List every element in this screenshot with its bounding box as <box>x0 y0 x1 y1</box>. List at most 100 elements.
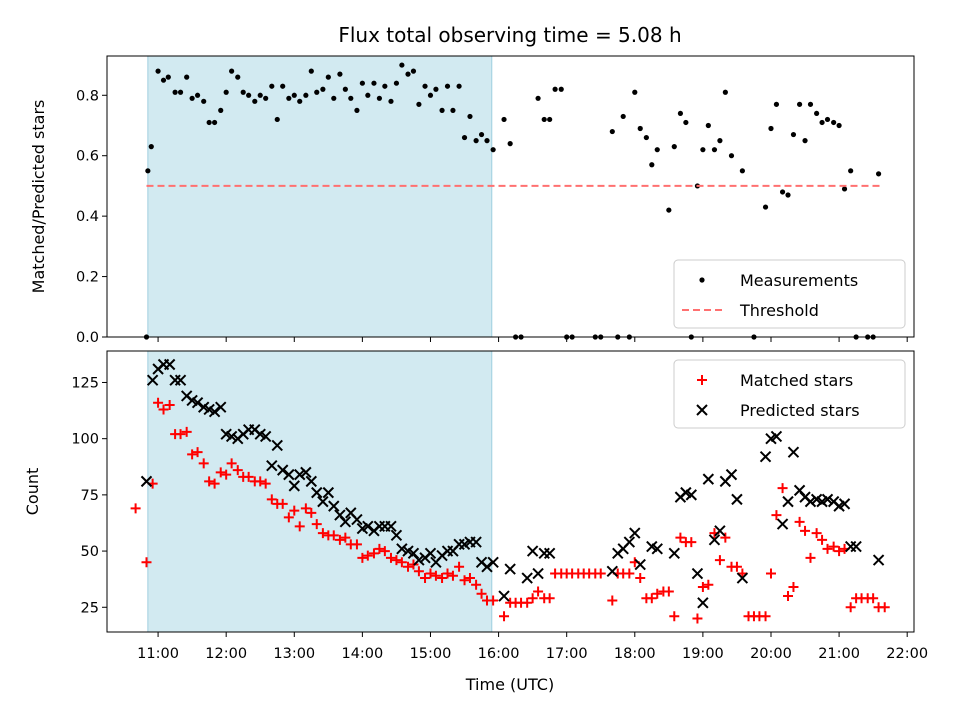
count-panel: 25 50 75 100 125 11:00 12:00 13:00 14:00 15:00 16… <box>23 350 928 662</box>
y-tick-label: 0.4 <box>76 209 99 225</box>
predicted-star-point <box>736 572 749 584</box>
matched-star-point <box>192 447 203 458</box>
measurement-point <box>490 147 496 153</box>
matched-star-point <box>374 543 385 554</box>
measurement-point <box>739 168 745 174</box>
predicted-star-point <box>305 475 318 488</box>
measurement-point <box>201 98 207 104</box>
matched-star-point <box>663 586 674 597</box>
matched-star-point <box>476 588 487 599</box>
matched-star-point <box>130 503 141 514</box>
predicted-star-point <box>668 547 680 560</box>
measurement-point <box>785 192 791 198</box>
measurement-point <box>547 116 553 123</box>
matched-star-point <box>607 595 618 606</box>
predicted-star-point <box>606 565 619 578</box>
predicted-star-point <box>759 450 772 463</box>
matched-star-point <box>420 573 431 584</box>
measurement-point <box>274 116 280 123</box>
predicted-star-point <box>191 396 204 409</box>
matched-star-point <box>357 552 368 563</box>
measurement-point <box>552 86 558 92</box>
measurement-point <box>160 77 167 83</box>
measurement-point <box>252 98 258 104</box>
matched-star-point <box>697 582 708 593</box>
x-tick-label: 19:00 <box>682 646 724 662</box>
matched-star-point <box>255 476 266 487</box>
measurement-point <box>399 62 405 68</box>
legend-label: Predicted stars <box>740 401 860 420</box>
matched-star-point <box>198 458 209 469</box>
measurement-point <box>649 162 655 168</box>
measurement-point <box>717 138 723 144</box>
predicted-star-point <box>322 486 335 499</box>
y-tick-label: 0.8 <box>76 88 99 104</box>
x-tick-label: 22:00 <box>886 646 928 662</box>
predicted-star-point <box>362 520 374 533</box>
count-legend: Matched stars Predicted stars <box>673 359 906 429</box>
predicted-star-point <box>714 525 726 537</box>
predicted-star-point <box>850 540 862 553</box>
measurement-point <box>609 128 615 135</box>
measurement-point <box>303 92 309 98</box>
predicted-star-point <box>288 480 300 492</box>
measurement-point <box>836 122 842 129</box>
matched-star-point <box>334 534 345 545</box>
predicted-star-point <box>215 401 227 413</box>
ratio-panel-frame <box>106 55 915 338</box>
measurement-point <box>189 95 195 101</box>
measurement-point <box>393 80 400 86</box>
y-tick-label: 50 <box>81 544 99 560</box>
matched-star-point <box>635 573 646 584</box>
predicted-star-point <box>629 527 641 539</box>
measurement-point <box>165 74 171 80</box>
matched-star-point <box>266 494 277 505</box>
legend-label: Threshold <box>739 301 819 320</box>
matched-star-point <box>317 528 328 539</box>
matched-star-point <box>783 591 794 602</box>
measurement-point <box>558 86 564 92</box>
predicted-star-point <box>526 545 539 557</box>
matched-star-point <box>817 534 828 545</box>
predicted-star-point <box>708 534 721 546</box>
predicted-star-point <box>140 475 153 488</box>
matched-star-point <box>868 593 879 604</box>
matched-star-point <box>385 552 396 563</box>
predicted-star-point <box>424 547 437 560</box>
matched-star-point <box>175 429 186 440</box>
predicted-star-point <box>311 486 323 499</box>
predicted-star-point <box>697 597 709 609</box>
matched-star-point <box>879 602 890 613</box>
measurement-point <box>456 83 462 89</box>
measurement-point <box>779 189 786 195</box>
measurement-point <box>246 92 252 98</box>
predicted-star-point <box>872 554 885 566</box>
matched-star-point <box>522 597 533 608</box>
measurement-point <box>331 95 337 101</box>
matched-star-point <box>595 568 606 579</box>
matched-star-point <box>351 539 362 550</box>
measurement-point <box>796 101 803 107</box>
measurement-point <box>683 119 689 126</box>
matched-star-point <box>822 543 833 554</box>
measurement-point <box>212 119 218 126</box>
predicted-star-point <box>300 466 312 479</box>
matched-star-point <box>624 568 635 579</box>
matched-star-point <box>720 532 731 543</box>
matched-star-point <box>454 561 465 572</box>
predicted-star-point <box>770 430 783 443</box>
matched-star-point <box>294 521 305 532</box>
predicted-star-point <box>259 430 272 443</box>
measurement-point <box>620 113 626 120</box>
y-tick-label: 75 <box>81 488 99 504</box>
measurement-point <box>790 131 797 138</box>
predicted-star-point <box>283 468 295 481</box>
matched-star-point <box>692 613 703 624</box>
measurement-point <box>354 107 360 113</box>
x-tick-label: 21:00 <box>818 646 860 662</box>
matched-star-point <box>471 579 482 590</box>
matched-star-point <box>805 552 816 563</box>
matched-star-point <box>794 516 805 527</box>
x-tick-label: 13:00 <box>273 646 315 662</box>
measurement-point <box>342 86 348 92</box>
